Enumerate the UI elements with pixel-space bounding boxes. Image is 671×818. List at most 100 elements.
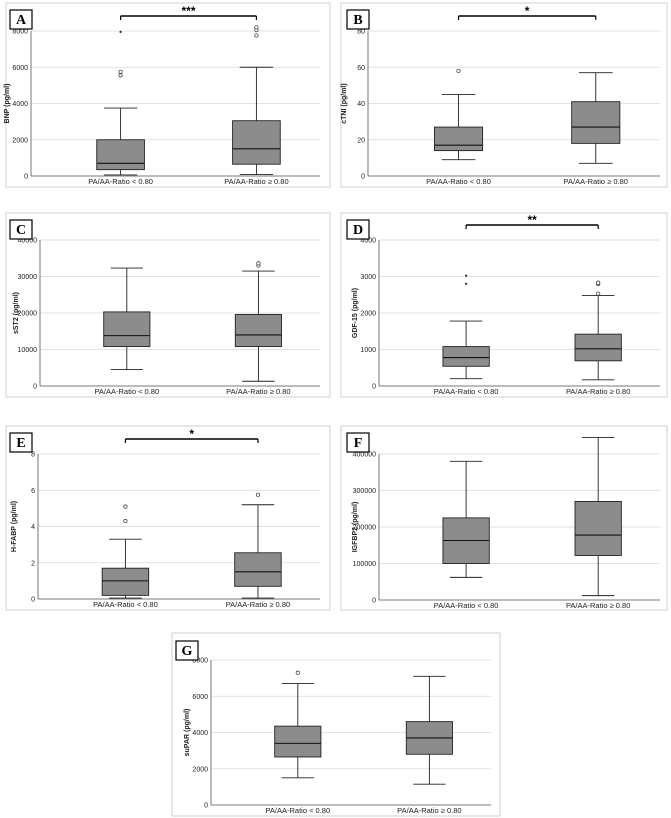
box-group xyxy=(574,280,622,381)
outlier-point xyxy=(254,25,259,30)
panel-letter: B xyxy=(353,13,362,28)
iqr-box xyxy=(96,139,145,171)
iqr-box xyxy=(234,552,282,587)
y-tick-label: 0 xyxy=(372,384,376,391)
panel-letter: A xyxy=(16,13,27,28)
category-label: PA/AA-Ratio ≥ 0.80 xyxy=(564,177,628,186)
panel-frame xyxy=(340,2,668,188)
panel-letter-box xyxy=(9,432,33,453)
panel-frame xyxy=(340,212,668,398)
box-group xyxy=(234,261,282,382)
iqr-box xyxy=(103,311,151,348)
panel-e: 0 2 4 6 8 H-FABP (pg/ml) PA/AA-Ratio < 0.80 PA/… xyxy=(5,425,331,611)
category-label: PA/AA-Ratio < 0.80 xyxy=(93,600,158,609)
y-tick-label: 2000 xyxy=(192,766,208,773)
outlier-point xyxy=(118,69,123,74)
category-label: PA/AA-Ratio ≥ 0.80 xyxy=(566,601,630,610)
y-tick-label: 100000 xyxy=(353,561,376,568)
outlier-point xyxy=(254,33,259,38)
panel-letter-box xyxy=(9,9,33,30)
iqr-box xyxy=(574,501,622,556)
y-tick-label: 20 xyxy=(357,137,365,144)
y-axis-label: sST2 (pg/ml) xyxy=(13,292,20,334)
box-group xyxy=(433,68,484,161)
y-tick-label: 6000 xyxy=(12,65,28,72)
y-axis-label: H-FABP (pg/ml) xyxy=(11,501,18,552)
iqr-box xyxy=(442,346,490,367)
y-axis-label: GDF-15 (pg/ml) xyxy=(352,288,359,338)
category-label: PA/AA-Ratio < 0.80 xyxy=(265,806,330,815)
y-tick-label: 0 xyxy=(204,803,208,810)
panel-frame xyxy=(340,425,668,611)
panel-g: 0 2000 4000 6000 8000 suPAR (pg/ml) PA/AA-Rati… xyxy=(171,632,501,817)
panel-c: 0 10000 20000 30000 40000 sST2 (pg/ml) PA/AA-R… xyxy=(5,212,331,398)
outlier-point xyxy=(123,519,128,524)
significance-stars: * xyxy=(525,4,530,18)
y-tick-label: 20000 xyxy=(18,311,38,318)
box-group xyxy=(101,504,150,599)
y-tick-label: 200000 xyxy=(353,525,376,532)
y-tick-label: 40000 xyxy=(18,238,38,245)
panel-letter-box xyxy=(175,640,199,661)
y-tick-label: 0 xyxy=(361,174,365,181)
box-group xyxy=(571,72,621,164)
y-tick-label: 0 xyxy=(31,597,35,604)
panel-frame xyxy=(5,425,331,611)
iqr-box xyxy=(232,120,281,165)
box-group xyxy=(405,675,453,785)
iqr-box xyxy=(571,101,621,144)
iqr-box xyxy=(433,126,484,152)
category-label: PA/AA-Ratio < 0.80 xyxy=(426,177,491,186)
y-axis-label: BNP (pg/ml) xyxy=(4,84,11,124)
panel-letter-box xyxy=(9,219,33,240)
y-tick-label: 3000 xyxy=(360,274,376,281)
y-tick-label: 4000 xyxy=(12,101,28,108)
outlier-point xyxy=(118,73,123,78)
panel-letter: C xyxy=(16,223,26,238)
iqr-box xyxy=(574,333,622,362)
panel-frame xyxy=(5,212,331,398)
panel-b: 0 20 40 60 80 cTNI (pg/ml) PA/AA-Ratio < 0.80 P… xyxy=(340,2,668,188)
panel-frame xyxy=(5,2,331,188)
y-tick-label: 1000 xyxy=(360,347,376,354)
box-group xyxy=(232,25,281,176)
box-group xyxy=(234,492,282,599)
outlier-point xyxy=(596,291,601,296)
panel-frame xyxy=(171,632,501,817)
category-label: PA/AA-Ratio < 0.80 xyxy=(88,177,153,186)
extreme-point xyxy=(465,274,468,277)
y-tick-label: 8000 xyxy=(12,29,28,36)
y-tick-label: 8 xyxy=(31,452,35,459)
y-tick-label: 4000 xyxy=(192,730,208,737)
category-label: PA/AA-Ratio ≥ 0.80 xyxy=(226,387,290,396)
y-tick-label: 2000 xyxy=(12,137,28,144)
box-group xyxy=(442,460,490,578)
panel-letter: G xyxy=(182,644,193,659)
iqr-box xyxy=(101,567,150,596)
y-tick-label: 60 xyxy=(357,65,365,72)
y-axis-label: cTNI (pg/ml) xyxy=(341,83,348,123)
significance-stars: ** xyxy=(527,213,537,227)
y-tick-label: 40 xyxy=(357,101,365,108)
outlier-point xyxy=(123,504,128,509)
panel-letter: D xyxy=(353,223,363,238)
extreme-point xyxy=(119,30,122,34)
y-tick-label: 300000 xyxy=(353,488,376,495)
panel-d: 0 1000 2000 3000 4000 GDF-15 (pg/ml) PA/AA-Rat… xyxy=(340,212,668,398)
y-tick-label: 4000 xyxy=(360,238,376,245)
y-tick-label: 2000 xyxy=(360,311,376,318)
iqr-box xyxy=(234,314,282,348)
panel-f: 0 100000 200000 300000 400000 IGFBP2 (pg/ml) P… xyxy=(340,425,668,611)
y-tick-label: 4 xyxy=(31,524,35,531)
y-tick-label: 2 xyxy=(31,560,35,567)
significance-stars: * xyxy=(189,427,194,441)
category-label: PA/AA-Ratio ≥ 0.80 xyxy=(566,387,630,396)
y-tick-label: 10000 xyxy=(18,347,38,354)
category-label: PA/AA-Ratio < 0.80 xyxy=(434,601,499,610)
panel-letter-box xyxy=(346,432,370,453)
y-axis-label: suPAR (pg/ml) xyxy=(184,709,191,757)
outlier-point xyxy=(456,68,461,73)
outlier-point xyxy=(255,492,261,497)
panel-letter-box xyxy=(346,219,370,240)
